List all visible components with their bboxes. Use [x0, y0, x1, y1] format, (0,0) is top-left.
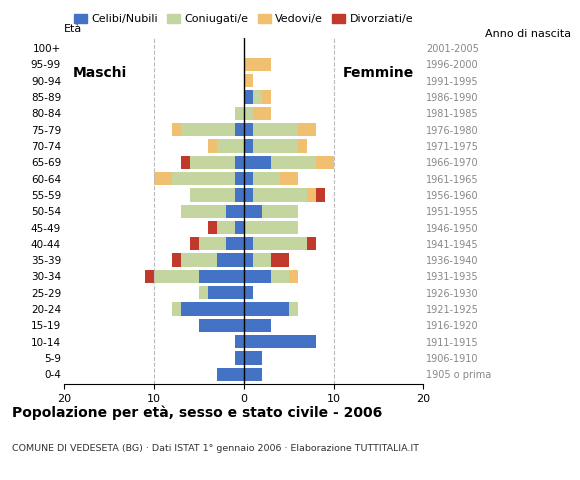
Bar: [234, 156, 244, 169]
Text: Anno di nascita: Anno di nascita: [485, 29, 571, 39]
Bar: [234, 172, 244, 185]
Bar: [252, 237, 306, 251]
Bar: [208, 221, 216, 234]
Bar: [244, 123, 252, 136]
Text: Popolazione per età, sesso e stato civile - 2006: Popolazione per età, sesso e stato civil…: [12, 406, 382, 420]
Bar: [244, 253, 252, 267]
Bar: [252, 253, 270, 267]
Bar: [252, 123, 298, 136]
Bar: [244, 90, 252, 104]
Bar: [154, 270, 198, 283]
Bar: [154, 172, 172, 185]
Bar: [252, 90, 262, 104]
Bar: [244, 107, 252, 120]
Text: Femmine: Femmine: [343, 66, 414, 80]
Bar: [262, 90, 270, 104]
Bar: [172, 253, 180, 267]
Bar: [244, 270, 270, 283]
Bar: [180, 156, 190, 169]
Bar: [244, 156, 270, 169]
Bar: [234, 188, 244, 202]
Bar: [244, 368, 262, 381]
Bar: [244, 139, 252, 153]
Bar: [216, 221, 234, 234]
Bar: [144, 270, 154, 283]
Bar: [180, 302, 244, 316]
Bar: [252, 172, 280, 185]
Bar: [234, 351, 244, 365]
Bar: [244, 319, 270, 332]
Bar: [180, 204, 226, 218]
Bar: [262, 204, 298, 218]
Bar: [280, 172, 298, 185]
Bar: [216, 253, 244, 267]
Bar: [252, 188, 306, 202]
Bar: [198, 319, 244, 332]
Bar: [216, 139, 244, 153]
Bar: [244, 74, 252, 87]
Bar: [226, 204, 244, 218]
Bar: [244, 286, 252, 300]
Bar: [288, 270, 298, 283]
Bar: [190, 188, 234, 202]
Bar: [198, 286, 208, 300]
Bar: [244, 237, 252, 251]
Bar: [234, 107, 244, 120]
Bar: [198, 237, 226, 251]
Text: COMUNE DI VEDESETA (BG) · Dati ISTAT 1° gennaio 2006 · Elaborazione TUTTITALIA.I: COMUNE DI VEDESETA (BG) · Dati ISTAT 1° …: [12, 444, 419, 453]
Bar: [244, 58, 270, 71]
Bar: [306, 188, 316, 202]
Bar: [316, 156, 334, 169]
Bar: [234, 221, 244, 234]
Bar: [244, 335, 316, 348]
Bar: [208, 139, 216, 153]
Bar: [244, 302, 288, 316]
Bar: [172, 302, 180, 316]
Legend: Celibi/Nubili, Coniugati/e, Vedovi/e, Divorziati/e: Celibi/Nubili, Coniugati/e, Vedovi/e, Di…: [69, 10, 418, 29]
Bar: [244, 188, 252, 202]
Bar: [252, 139, 298, 153]
Bar: [288, 302, 298, 316]
Bar: [180, 123, 234, 136]
Bar: [226, 237, 244, 251]
Bar: [216, 368, 244, 381]
Bar: [198, 270, 244, 283]
Bar: [234, 123, 244, 136]
Bar: [244, 351, 262, 365]
Text: Maschi: Maschi: [72, 66, 127, 80]
Bar: [306, 237, 316, 251]
Bar: [244, 221, 298, 234]
Bar: [180, 253, 216, 267]
Bar: [208, 286, 244, 300]
Bar: [234, 335, 244, 348]
Bar: [298, 123, 316, 136]
Text: Età: Età: [64, 24, 82, 35]
Bar: [316, 188, 324, 202]
Bar: [252, 107, 270, 120]
Bar: [190, 156, 234, 169]
Bar: [270, 270, 288, 283]
Bar: [298, 139, 306, 153]
Bar: [244, 172, 252, 185]
Bar: [190, 237, 198, 251]
Bar: [172, 123, 180, 136]
Bar: [270, 253, 288, 267]
Bar: [270, 156, 316, 169]
Bar: [172, 172, 234, 185]
Bar: [244, 204, 262, 218]
